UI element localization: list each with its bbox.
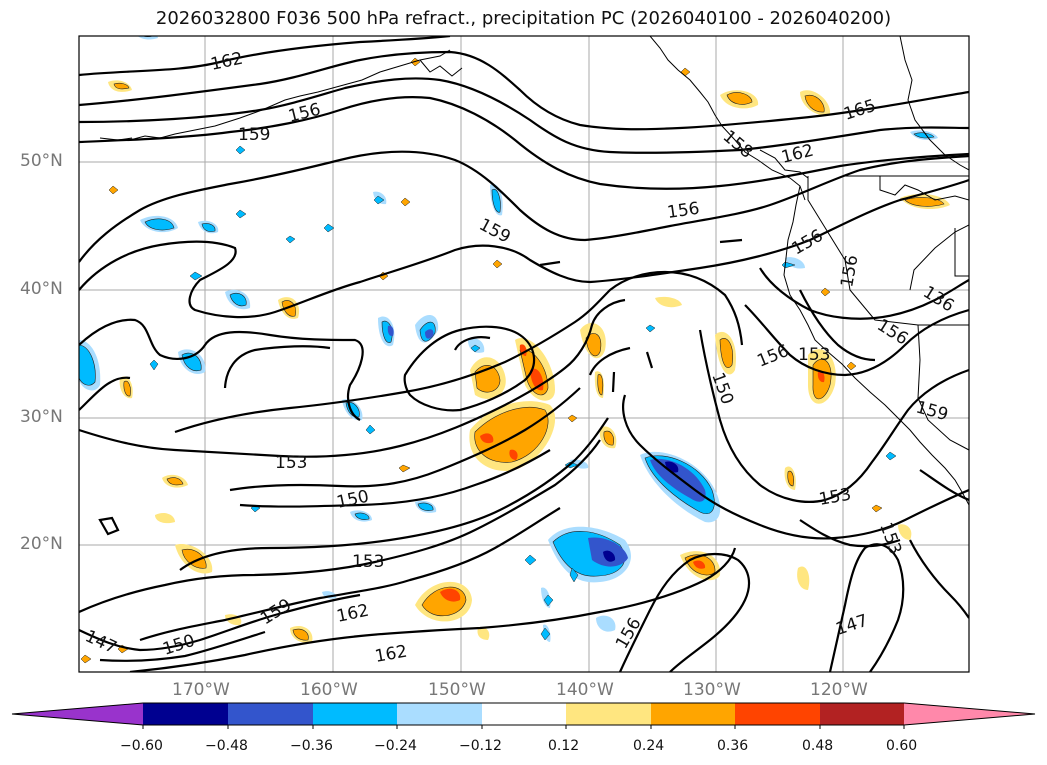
colorbar-bin	[820, 703, 904, 725]
lon-label-120w: 120°W	[810, 680, 868, 700]
colorbar-tick-label: 0.12	[548, 738, 580, 754]
colorbar-tick-label: 0.48	[802, 738, 834, 754]
map-title: 2026032800 F036 500 hPa refract., precip…	[155, 8, 892, 29]
colorbar-tick-label: −0.36	[290, 738, 333, 754]
contour-label: 156	[666, 199, 701, 223]
lon-label-140w: 140°W	[556, 680, 614, 700]
colorbar-bin	[735, 703, 820, 725]
colorbar-tick-label: 0.36	[717, 738, 749, 754]
refractivity-contours	[79, 36, 969, 672]
lon-label-160w: 160°W	[300, 680, 358, 700]
contour-label: 153	[352, 552, 384, 572]
lon-label-150w: 150°W	[428, 680, 486, 700]
lat-label-50n: 50°N	[20, 151, 63, 171]
colorbar-bin	[651, 703, 735, 725]
contour-label: 153	[798, 345, 830, 365]
lat-label-20n: 20°N	[20, 534, 63, 554]
colorbar-over-arrow	[904, 703, 1035, 725]
colorbar-ticks	[142, 725, 905, 729]
colorbar-tick-label: −0.24	[374, 738, 417, 754]
colorbar-bin	[143, 703, 228, 725]
colorbar-bin	[482, 703, 566, 725]
colorbar-under-arrow	[12, 703, 143, 725]
lat-label-40n: 40°N	[20, 279, 63, 299]
colorbar-bin	[397, 703, 482, 725]
colorbar-bin	[313, 703, 397, 725]
lon-label-130w: 130°W	[683, 680, 741, 700]
lat-label-30n: 30°N	[20, 407, 63, 427]
colorbar-tick-label: 0.24	[633, 738, 665, 754]
map-frame	[78, 35, 970, 673]
colorbar-bin	[566, 703, 651, 725]
colorbar-tick-label: 0.60	[886, 738, 918, 754]
colorbar-tick-label: −0.12	[459, 738, 502, 754]
colorbar	[11, 702, 1036, 729]
coastlines	[99, 36, 969, 506]
colorbar-tick-label: −0.48	[205, 738, 248, 754]
colorbar-tick-label: −0.60	[120, 738, 163, 754]
contour-label: 159	[238, 125, 270, 145]
colorbar-bin	[228, 703, 313, 725]
contour-label: 153	[275, 453, 307, 473]
lon-label-170w: 170°W	[172, 680, 230, 700]
